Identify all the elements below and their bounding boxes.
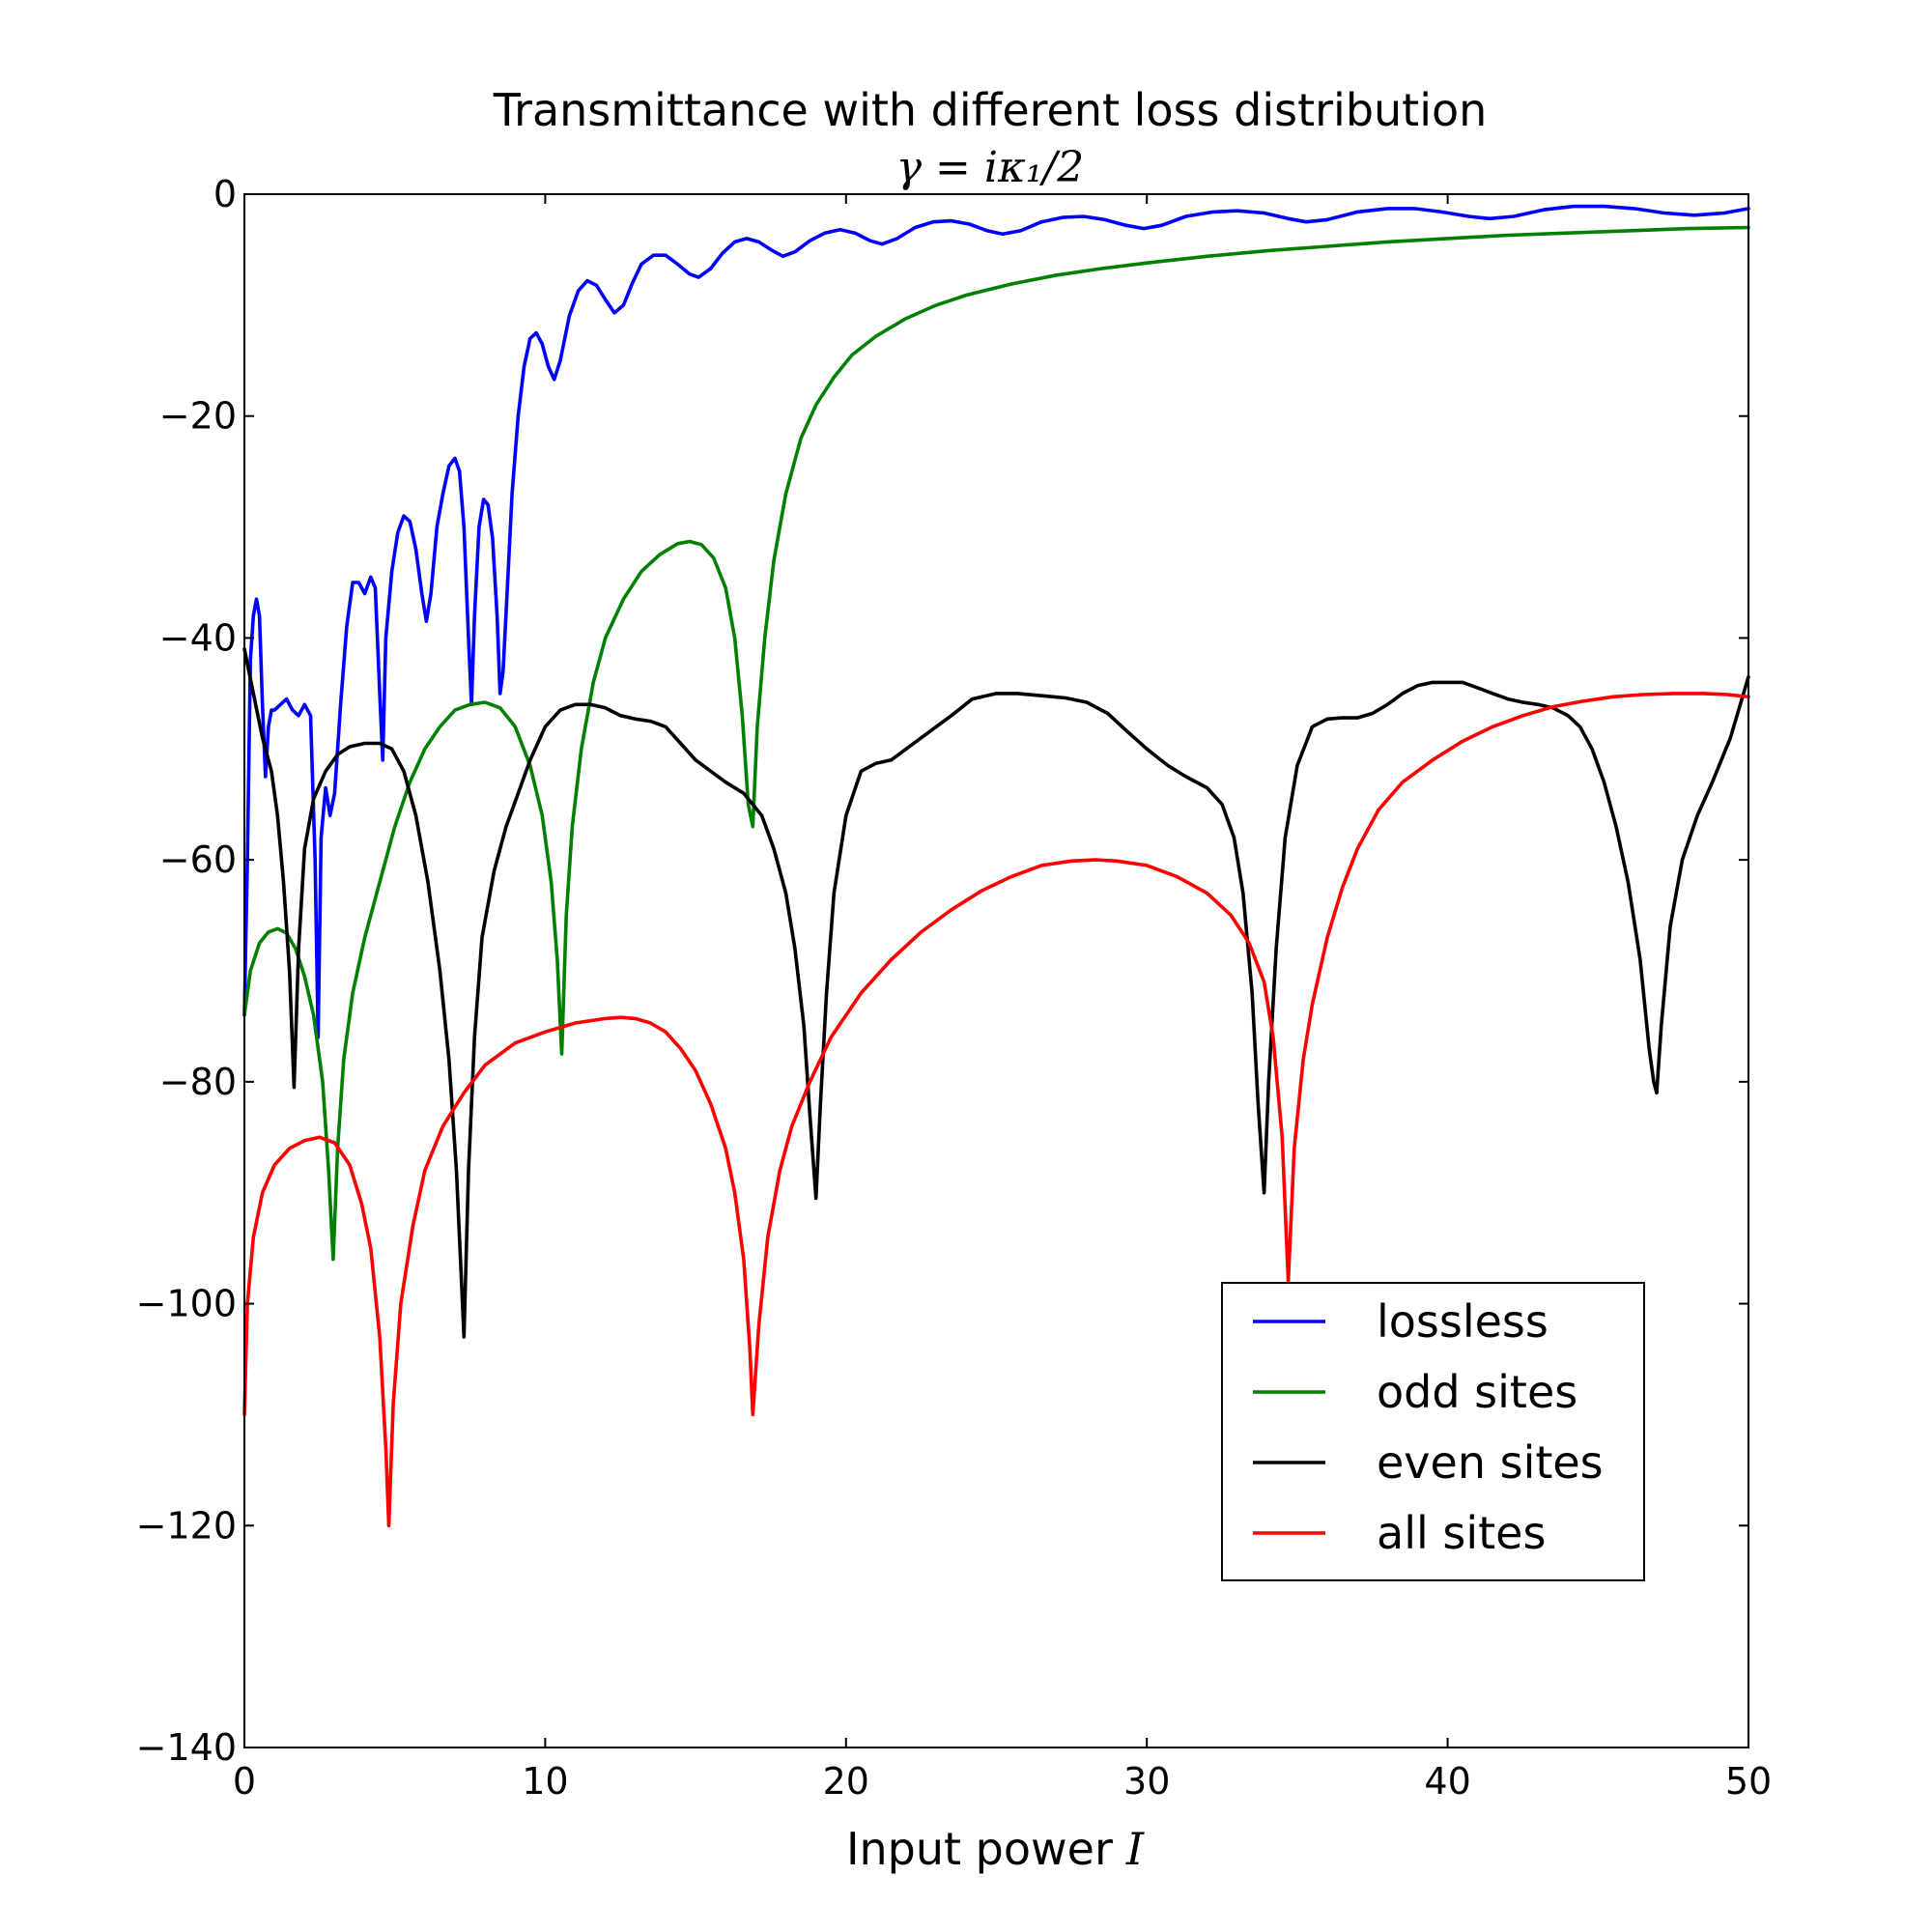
y-tick-label: 0 <box>213 173 237 215</box>
plot-frame <box>243 193 1749 1748</box>
x-tick-label: 40 <box>1424 1760 1470 1803</box>
x-tick-label: 30 <box>1123 1760 1170 1803</box>
series-line-all-sites <box>242 692 1750 1528</box>
y-tick-label: −100 <box>136 1283 237 1325</box>
legend-label-odd-sites: odd sites <box>1377 1366 1577 1418</box>
x-axis-label-symbol: I <box>1125 1823 1145 1875</box>
y-tick-label: −60 <box>159 838 237 881</box>
y-tick-label: −80 <box>159 1061 237 1103</box>
x-tick-label: 20 <box>823 1760 869 1803</box>
x-axis-label-text: Input power <box>846 1823 1113 1875</box>
x-tick-label: 10 <box>522 1760 568 1803</box>
y-tick-label: −120 <box>136 1504 237 1547</box>
legend: lossless odd sites even sites all sites <box>1221 1282 1645 1581</box>
legend-label-even-sites: even sites <box>1377 1436 1604 1489</box>
x-axis-label: Input power I <box>846 1823 1145 1875</box>
chart-subtitle: γ = iκ₁/2 <box>896 143 1085 192</box>
series-line-odd-sites <box>242 225 1750 1262</box>
legend-entries: lossless odd sites even sites all sites <box>1253 1295 1604 1559</box>
legend-label-all-sites: all sites <box>1377 1507 1546 1559</box>
y-tick-label: −20 <box>159 395 237 438</box>
legend-box <box>1221 1282 1645 1581</box>
series-line-lossless <box>242 204 1750 1039</box>
y-tick-label: −40 <box>159 616 237 659</box>
ticks-layer: 0 10 20 30 40 50 0 −20 −40 −60 −80 −100 −120 −140 <box>136 173 1773 1803</box>
chart-title: Transmittance with different loss distri… <box>493 84 1488 136</box>
x-tick-label: 50 <box>1725 1760 1772 1803</box>
x-tick-label: 0 <box>233 1760 256 1803</box>
series-layer <box>242 204 1750 1528</box>
legend-label-lossless: lossless <box>1377 1295 1548 1348</box>
y-tick-label: −140 <box>136 1726 237 1769</box>
series-line-even-sites <box>242 647 1750 1339</box>
